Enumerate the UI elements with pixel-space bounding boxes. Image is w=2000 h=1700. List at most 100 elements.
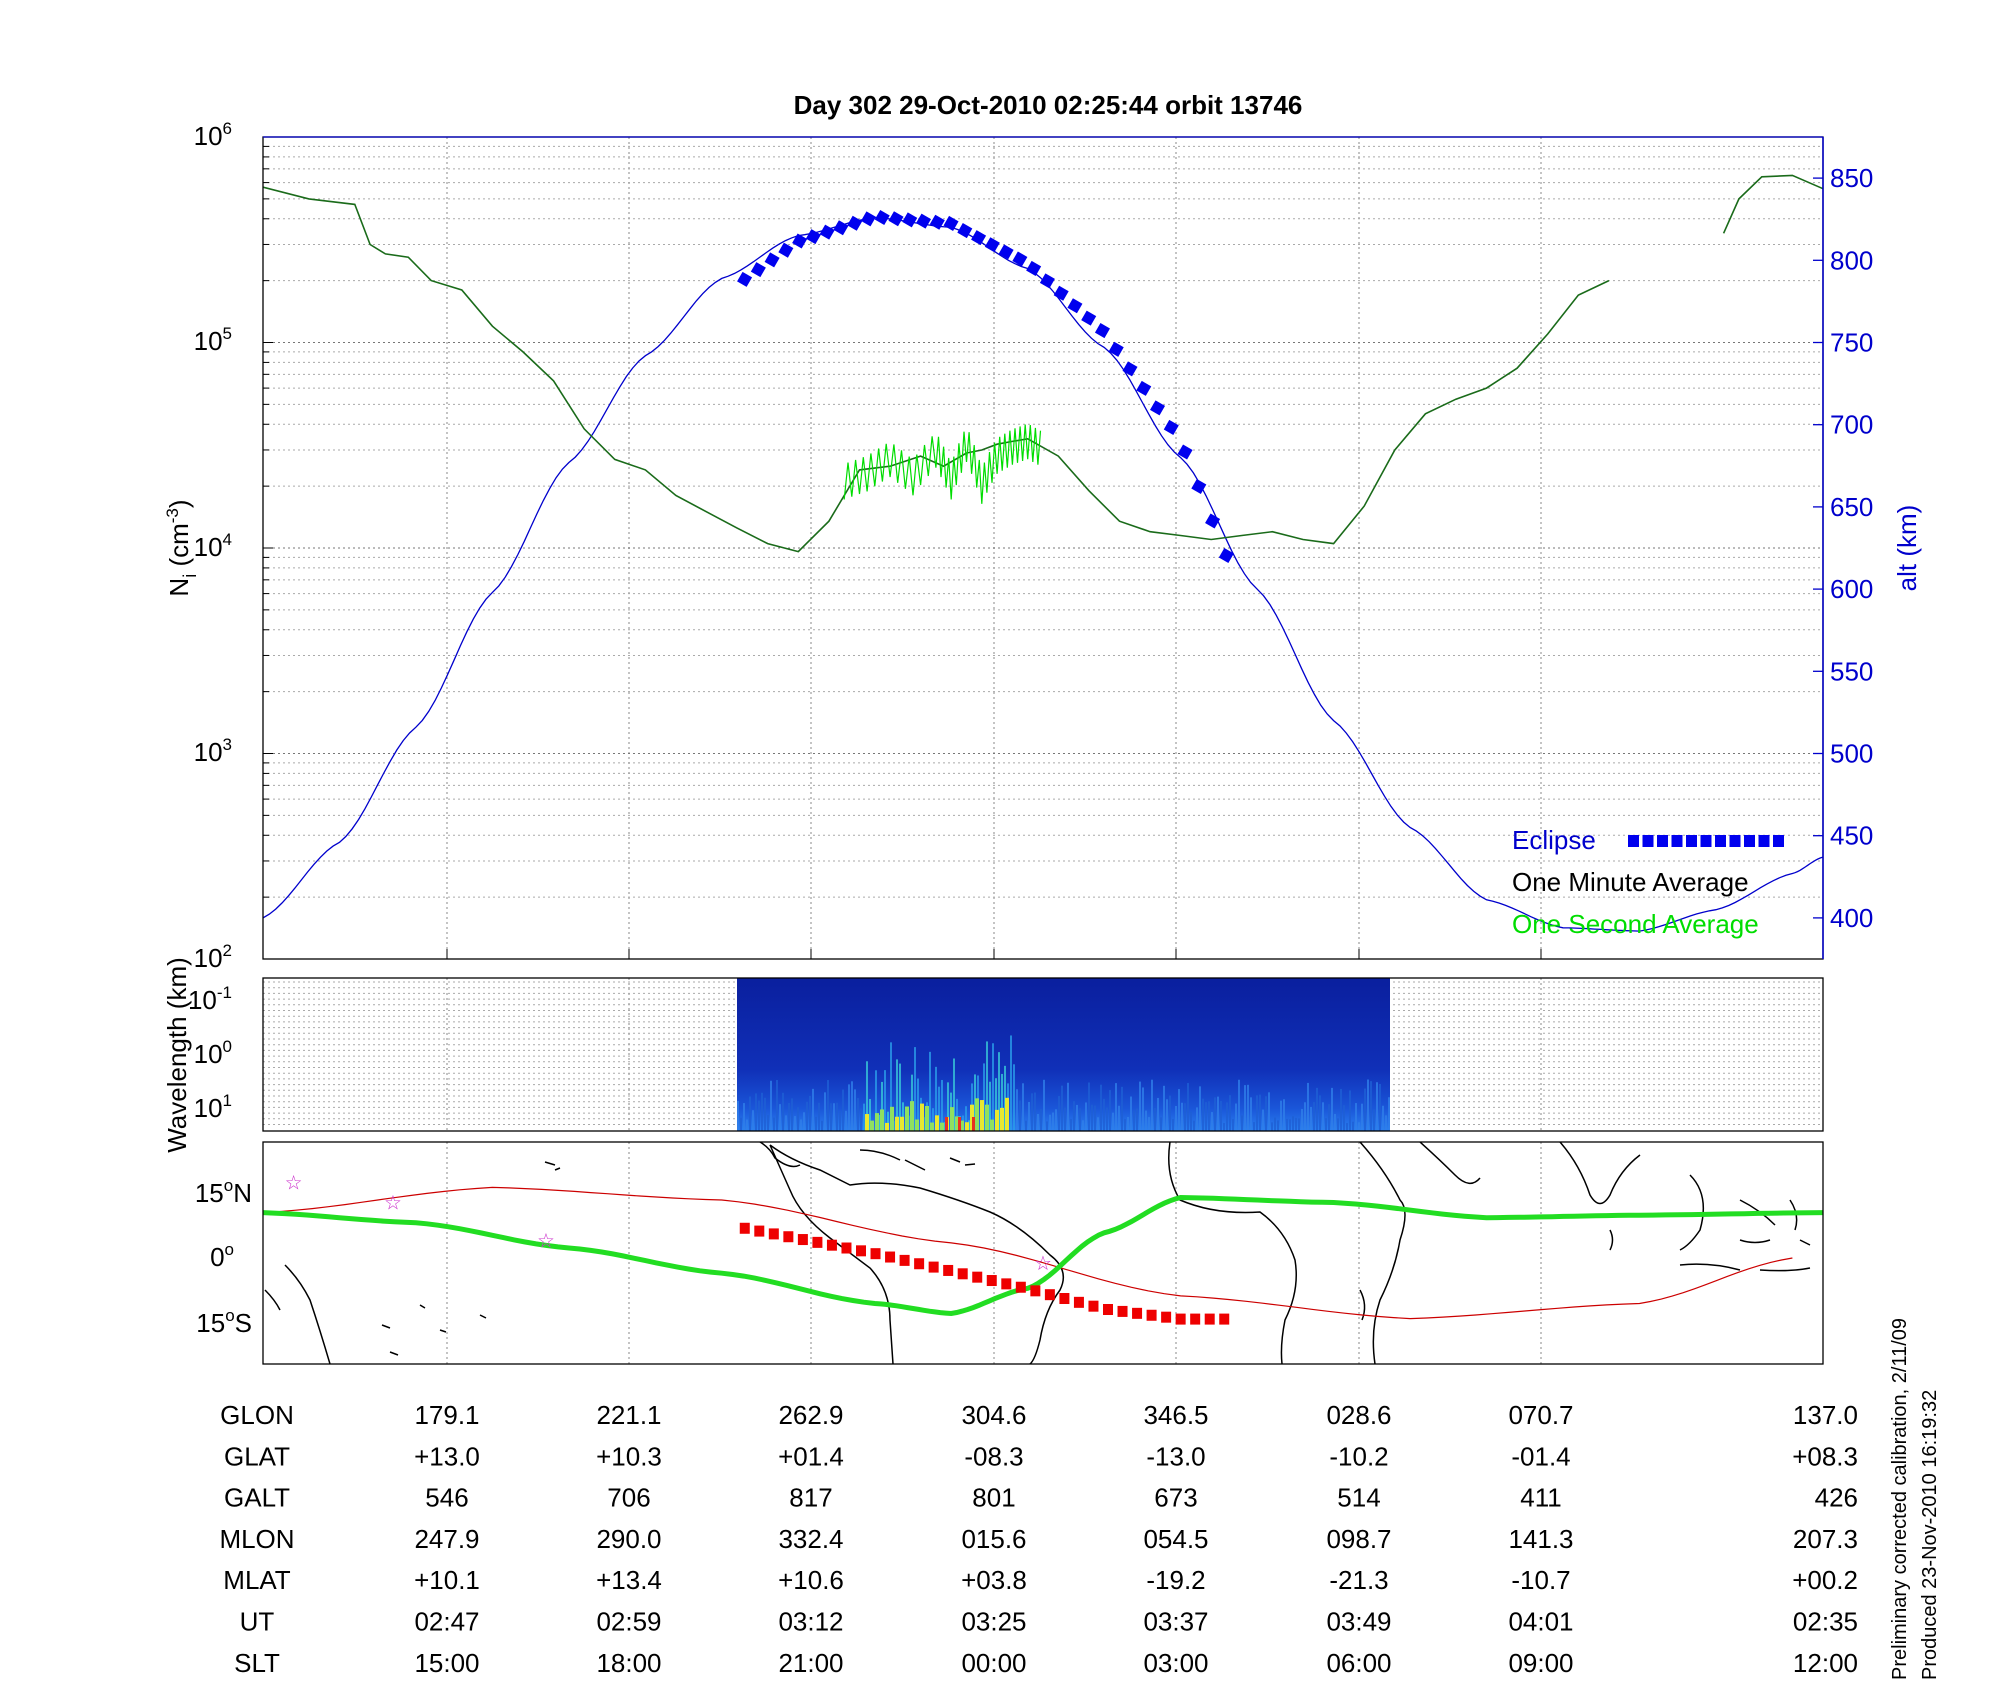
spectrogram-streak	[1193, 1120, 1195, 1131]
table-cell: +08.3	[1792, 1441, 1858, 1471]
ground-track-eclipse-marker	[914, 1258, 925, 1270]
table-cell: 03:37	[1143, 1607, 1208, 1637]
spectrogram-streak	[902, 1102, 904, 1131]
legend-eclipse-marker	[1657, 835, 1668, 847]
eclipse-markers	[737, 210, 1234, 564]
spectrogram-hotspot	[980, 1100, 984, 1131]
legend-eclipse-marker	[1729, 835, 1741, 847]
spectrogram-streak	[1232, 1119, 1234, 1131]
left-y-axis-label: Ni (cm-3)	[163, 499, 200, 596]
spectrogram-streak	[839, 1111, 841, 1131]
eclipse-marker	[1205, 513, 1221, 529]
one-minute-average-line	[263, 174, 1823, 553]
spectrogram-streak	[1223, 1122, 1225, 1131]
ground-track-line	[263, 1186, 1793, 1320]
right-tick-label: 650	[1830, 492, 1873, 522]
legend: Eclipse One Minute Average One Second Av…	[1512, 825, 1784, 939]
spectrogram-streak	[1271, 1122, 1273, 1131]
spectrogram-streak	[881, 1081, 883, 1131]
top-panel-grid	[263, 137, 1823, 960]
spectrogram-streak	[896, 1059, 898, 1131]
ground-track-eclipse-marker	[1059, 1293, 1070, 1305]
star-markers: ☆ ☆ ☆ ☆	[285, 1170, 1052, 1275]
spectrogram-streak	[1088, 1082, 1090, 1131]
eclipse-marker	[1163, 419, 1179, 435]
ground-track-eclipse-marker	[1073, 1296, 1084, 1308]
spectrogram-streak	[866, 1061, 868, 1131]
legend-one-minute-label: One Minute Average	[1512, 867, 1749, 897]
left-y-ticks: 102 103 104 105 106	[194, 119, 232, 973]
spectrogram-streak	[899, 1063, 901, 1131]
spectrogram-streak	[1109, 1090, 1111, 1131]
spectrogram-streak	[845, 1110, 847, 1131]
eclipse-marker	[860, 211, 876, 227]
spectrogram-streak	[857, 1098, 859, 1131]
spectrogram-streak	[887, 1111, 889, 1131]
legend-eclipse-marker	[1715, 835, 1726, 847]
spectrogram-streak	[1334, 1113, 1336, 1131]
spectrogram-streak	[1037, 1113, 1039, 1131]
right-tick-label: 500	[1830, 739, 1873, 769]
table-cell: +13.4	[596, 1565, 662, 1595]
spectrogram-streak	[1370, 1081, 1372, 1131]
table-cell: +03.8	[961, 1565, 1027, 1595]
spectrogram-streak	[998, 1052, 1000, 1131]
eclipse-marker	[1094, 323, 1110, 339]
table-cell: -21.3	[1329, 1565, 1388, 1595]
spectrogram-streak	[1127, 1116, 1129, 1131]
spectrogram-streak	[1190, 1111, 1192, 1131]
ground-track-eclipse-marker	[768, 1228, 779, 1240]
spectrogram-streak	[1067, 1082, 1069, 1131]
spectrogram-streak	[914, 1047, 916, 1131]
spectrogram-streak	[851, 1081, 853, 1131]
spectrogram-streak	[1076, 1104, 1078, 1131]
spectrogram-streak	[1028, 1101, 1030, 1131]
eclipse-marker	[888, 211, 904, 227]
spectrogram-streak	[1343, 1105, 1345, 1131]
table-cell: 015.6	[961, 1524, 1026, 1554]
spectrogram-streak	[1328, 1104, 1330, 1131]
spectrogram-hotspot	[930, 1122, 934, 1131]
spectrogram-streak	[1289, 1119, 1291, 1131]
spectrogram-streak	[863, 1103, 865, 1131]
spectrogram-streak	[1331, 1087, 1333, 1131]
spectrogram-streak	[1064, 1107, 1066, 1131]
ground-track-eclipse-marker	[1030, 1285, 1041, 1297]
spectrogram-streak	[1094, 1105, 1096, 1131]
ground-track-eclipse-marker	[1132, 1307, 1143, 1319]
table-cell: 141.3	[1508, 1524, 1573, 1554]
spectrogram-streak	[1217, 1096, 1219, 1131]
spectrogram-streak	[1247, 1084, 1249, 1131]
spectrogram-streak	[1226, 1102, 1228, 1131]
map-panel: ☆ ☆ ☆ ☆ 15oN 0o 15oS	[195, 1141, 1824, 1365]
right-tick-label: 750	[1830, 328, 1873, 358]
right-y-ticks: 400 450 500 550 600 650 700 750 800 850	[1813, 163, 1873, 933]
spectrogram-streak	[1208, 1101, 1210, 1131]
legend-eclipse-marker	[1671, 835, 1683, 847]
spectrogram-streak	[836, 1102, 838, 1131]
spectrogram-streak	[1277, 1120, 1279, 1131]
spectrogram-hotspot	[905, 1106, 909, 1131]
spectrogram-hotspot	[880, 1109, 884, 1131]
spectrogram-hotspot	[870, 1120, 874, 1131]
spectrogram-tick-label: 101	[194, 1091, 232, 1123]
spectrogram-streak	[1121, 1086, 1123, 1131]
footnote-line2: Produced 23-Nov-2010 16:19:32	[1919, 1390, 1941, 1680]
spectrogram-streak	[1082, 1120, 1084, 1131]
spectrogram-streak	[1151, 1079, 1153, 1131]
spectrogram-streak	[995, 1078, 997, 1131]
spectrogram-streak	[785, 1115, 787, 1131]
spectrogram-streak	[1235, 1103, 1237, 1131]
spectrogram-streak	[1280, 1100, 1282, 1131]
ground-track-eclipse-marker	[899, 1254, 910, 1266]
spectrogram-streak	[1205, 1102, 1207, 1131]
ground-track-eclipse-marker	[885, 1251, 896, 1263]
spectrogram-streak	[1325, 1118, 1327, 1131]
star-marker: ☆	[1034, 1251, 1052, 1275]
ground-track-eclipse-marker	[754, 1225, 765, 1237]
spectrogram-streak	[1265, 1096, 1267, 1131]
spectrogram-streak	[1298, 1118, 1300, 1131]
ground-track-eclipse-marker	[1103, 1304, 1113, 1316]
spectrogram-streak	[758, 1100, 760, 1131]
spectrogram-streak	[1115, 1083, 1117, 1131]
